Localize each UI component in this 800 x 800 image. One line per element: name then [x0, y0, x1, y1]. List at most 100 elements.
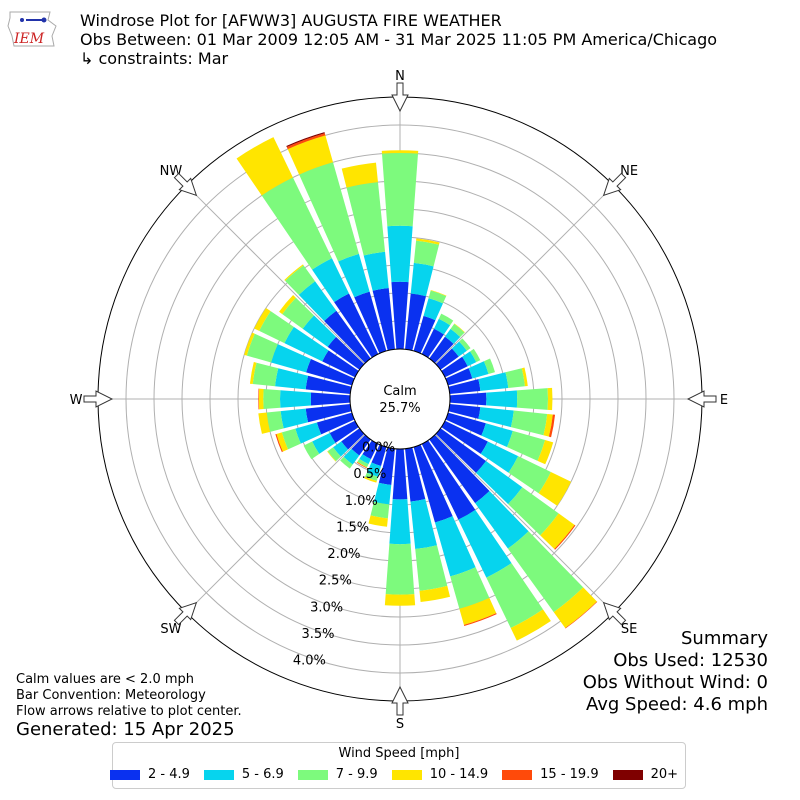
- rose-bar-segment: [370, 501, 390, 519]
- rose-bar-segment: [459, 338, 471, 351]
- rose-bar-segment: [356, 462, 367, 469]
- rose-bar-segment: [254, 307, 271, 331]
- rose-bar-segment: [385, 543, 415, 595]
- rose-bar-segment: [507, 531, 584, 613]
- legend-label: 10 - 14.9: [429, 767, 489, 782]
- rose-bar-segment: [450, 567, 490, 609]
- flow-arrow-icon: [391, 82, 409, 113]
- calm-note: Calm values are < 2.0 mph: [16, 672, 195, 687]
- rose-bar-segment: [451, 341, 467, 357]
- rose-bar-segment: [246, 333, 278, 363]
- rose-bar-segment: [521, 367, 528, 387]
- rose-bar-segment: [463, 613, 497, 627]
- legend-swatch: [203, 769, 234, 780]
- rose-bar-segment: [486, 390, 518, 408]
- rose-bar-segment: [258, 388, 260, 410]
- flow-arrow-icon: [602, 172, 627, 197]
- legend-item: 10 - 14.9: [391, 767, 489, 782]
- rose-bar-segment: [364, 476, 377, 483]
- rose-bar-segment: [565, 601, 598, 629]
- rose-bar-segment: [470, 348, 481, 363]
- rose-bar-segment: [258, 388, 264, 410]
- rose-bar-segment: [312, 258, 349, 303]
- rose-bar-segment: [280, 390, 312, 408]
- rose-bar-segment: [538, 471, 572, 506]
- rose-bar-segment: [430, 289, 447, 297]
- rose-bar-segment: [389, 499, 411, 545]
- rose-bar-segment: [357, 461, 368, 468]
- rose-bar-segment: [413, 315, 436, 354]
- rose-bar-segment: [259, 311, 294, 344]
- rose-bar-segment: [333, 441, 349, 457]
- rose-bar-segment: [478, 407, 514, 428]
- rose-bar-segment: [351, 434, 371, 456]
- rose-bar-segment: [312, 432, 336, 454]
- rose-bar-segment: [279, 295, 296, 315]
- rose-bar-segment: [392, 448, 408, 500]
- rose-bar-segment: [434, 516, 476, 577]
- rose-bar-segment: [322, 350, 359, 378]
- obs-between: Obs Between: 01 Mar 2009 12:05 AM - 31 M…: [80, 30, 718, 49]
- legend-item: 7 - 9.9: [297, 767, 378, 782]
- legend: Wind Speed [mph] 2 - 4.9 5 - 6.9 7 - 9.9 10…: [109, 742, 686, 789]
- rose-bar-segment: [448, 404, 481, 419]
- rose-bar-segment: [508, 487, 559, 536]
- bar-convention-note: Bar Convention: Meteorology: [16, 688, 206, 703]
- rose-bar-segment: [445, 368, 473, 386]
- rose-bar-segment: [366, 462, 382, 477]
- legend-swatch: [109, 769, 140, 780]
- rose-bar-segment: [338, 253, 370, 298]
- rose-bar-segment: [287, 135, 334, 175]
- compass-label: E: [720, 393, 728, 408]
- rose-bar-segment: [483, 358, 495, 374]
- rose-bar-segment: [298, 281, 337, 322]
- rose-bar-segment: [481, 423, 513, 448]
- rose-bar-segment: [258, 412, 271, 434]
- rose-bar-segment: [341, 428, 365, 450]
- calm-label: Calm: [383, 384, 416, 399]
- rose-bar-segment: [506, 430, 546, 461]
- logo-text: IEM: [13, 31, 45, 47]
- rose-bar-segment: [505, 368, 525, 389]
- rose-bar-segment: [252, 362, 279, 387]
- rose-bar-segment: [478, 372, 509, 391]
- calm-circle: [349, 348, 451, 450]
- rose-bar-segment: [450, 323, 465, 338]
- legend-item: 5 - 6.9: [203, 767, 284, 782]
- radial-tick-label: 1.0%: [345, 494, 378, 509]
- compass-label: NE: [620, 164, 638, 179]
- rose-bar-segment: [421, 328, 444, 358]
- rose-bar-segment: [340, 456, 353, 469]
- chart-title: Windrose Plot for [AFWW3] AUGUSTA FIRE W…: [80, 11, 502, 30]
- legend-items: 2 - 4.9 5 - 6.9 7 - 9.9 10 - 14.9 15 - 19.9 2…: [109, 767, 685, 782]
- rose-bar-segment: [305, 404, 352, 423]
- rose-bar-segment: [391, 281, 409, 350]
- flow-arrow-icon: [173, 601, 198, 626]
- rose-bar-segment: [554, 524, 576, 550]
- rose-bar-segment: [266, 411, 284, 432]
- radial-tick-label: 1.5%: [336, 520, 369, 535]
- rose-bar-segment: [357, 458, 369, 468]
- rose-bar-segment: [421, 440, 476, 520]
- rose-bar-segment: [261, 177, 332, 270]
- rose-bar-segment: [327, 451, 337, 462]
- rose-bar-segment: [475, 461, 523, 505]
- notes-panel: Calm values are < 2.0 mph Bar Convention…: [16, 672, 242, 720]
- rose-bar-segment: [445, 412, 486, 436]
- rose-bar-segment: [415, 545, 448, 591]
- radial-tick-label: 4.0%: [293, 654, 326, 669]
- rose-bar-segment: [416, 238, 440, 245]
- legend-title: Wind Speed [mph]: [338, 746, 460, 761]
- rose-bar-segment: [448, 379, 481, 394]
- rose-bar-segment: [284, 326, 329, 362]
- rose-bar-segment: [324, 310, 371, 364]
- compass-label: W: [70, 393, 83, 408]
- rose-bar-segment: [346, 182, 386, 256]
- rose-bar-segment: [468, 361, 489, 379]
- rose-bar-segment: [365, 472, 378, 482]
- compass-label: SE: [621, 622, 637, 637]
- grid-spoke: [186, 185, 365, 364]
- rose-bar-segment: [275, 433, 283, 453]
- legend-swatch: [612, 769, 643, 780]
- rose-bar-segment: [387, 225, 413, 283]
